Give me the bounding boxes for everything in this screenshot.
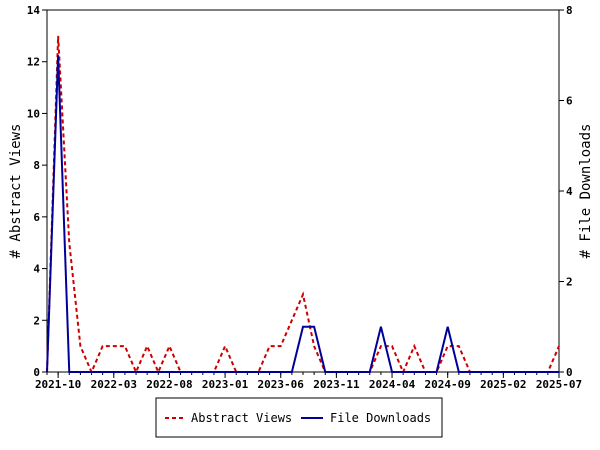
- y-right-tick-label: 8: [566, 4, 573, 17]
- x-tick-label: 2025-02: [480, 378, 526, 391]
- legend-label-file-downloads: File Downloads: [330, 411, 431, 425]
- y-right-tick-label: 4: [566, 185, 573, 198]
- y-right-tick-label: 6: [566, 95, 573, 108]
- x-tick-label: 2024-04: [369, 378, 416, 391]
- series-line-file-downloads: [46, 55, 559, 373]
- x-tick-label: 2024-09: [425, 378, 471, 391]
- y-left-tick-label: 4: [33, 263, 40, 276]
- y-right-tick-label: 0: [566, 366, 573, 379]
- x-axis: 2021-10 2022-03 2022-08 2023-01 2023-06 2023-…: [35, 372, 582, 391]
- series-line-abstract-views: [46, 35, 560, 375]
- x-tick-label: 2023-11: [313, 378, 360, 391]
- y-left-tick-label: 8: [33, 159, 40, 172]
- y-left-tick-label: 0: [33, 366, 40, 379]
- x-tick-label: 2021-10: [35, 378, 81, 391]
- x-tick-label: 2023-01: [202, 378, 249, 391]
- y-left-axis-title: # Abstract Views: [8, 124, 24, 259]
- y-left-tick-label: 14: [27, 4, 41, 17]
- legend-box: [155, 397, 443, 438]
- series-layer: [46, 35, 560, 375]
- y-left-axis: 0 2 4 6 8 10 12 14: [27, 4, 47, 379]
- x-tick-label: 2023-06: [258, 378, 305, 391]
- y-left-tick-label: 2: [33, 314, 40, 327]
- legend-label-abstract-views: Abstract Views: [191, 411, 292, 425]
- y-left-tick-label: 10: [27, 107, 40, 120]
- y-right-tick-label: 2: [566, 276, 573, 289]
- y-right-axis: 0 2 4 6 8: [559, 4, 573, 379]
- x-tick-label: 2022-03: [91, 378, 137, 391]
- y-left-tick-label: 12: [27, 56, 40, 69]
- x-tick-label: 2025-07: [536, 378, 582, 391]
- y-left-tick-label: 6: [33, 211, 40, 224]
- legend: Abstract Views File Downloads: [155, 397, 443, 438]
- plot-area: [46, 9, 560, 373]
- x-tick-label: 2022-08: [146, 378, 192, 391]
- y-right-axis-title: # File Downloads: [578, 124, 594, 259]
